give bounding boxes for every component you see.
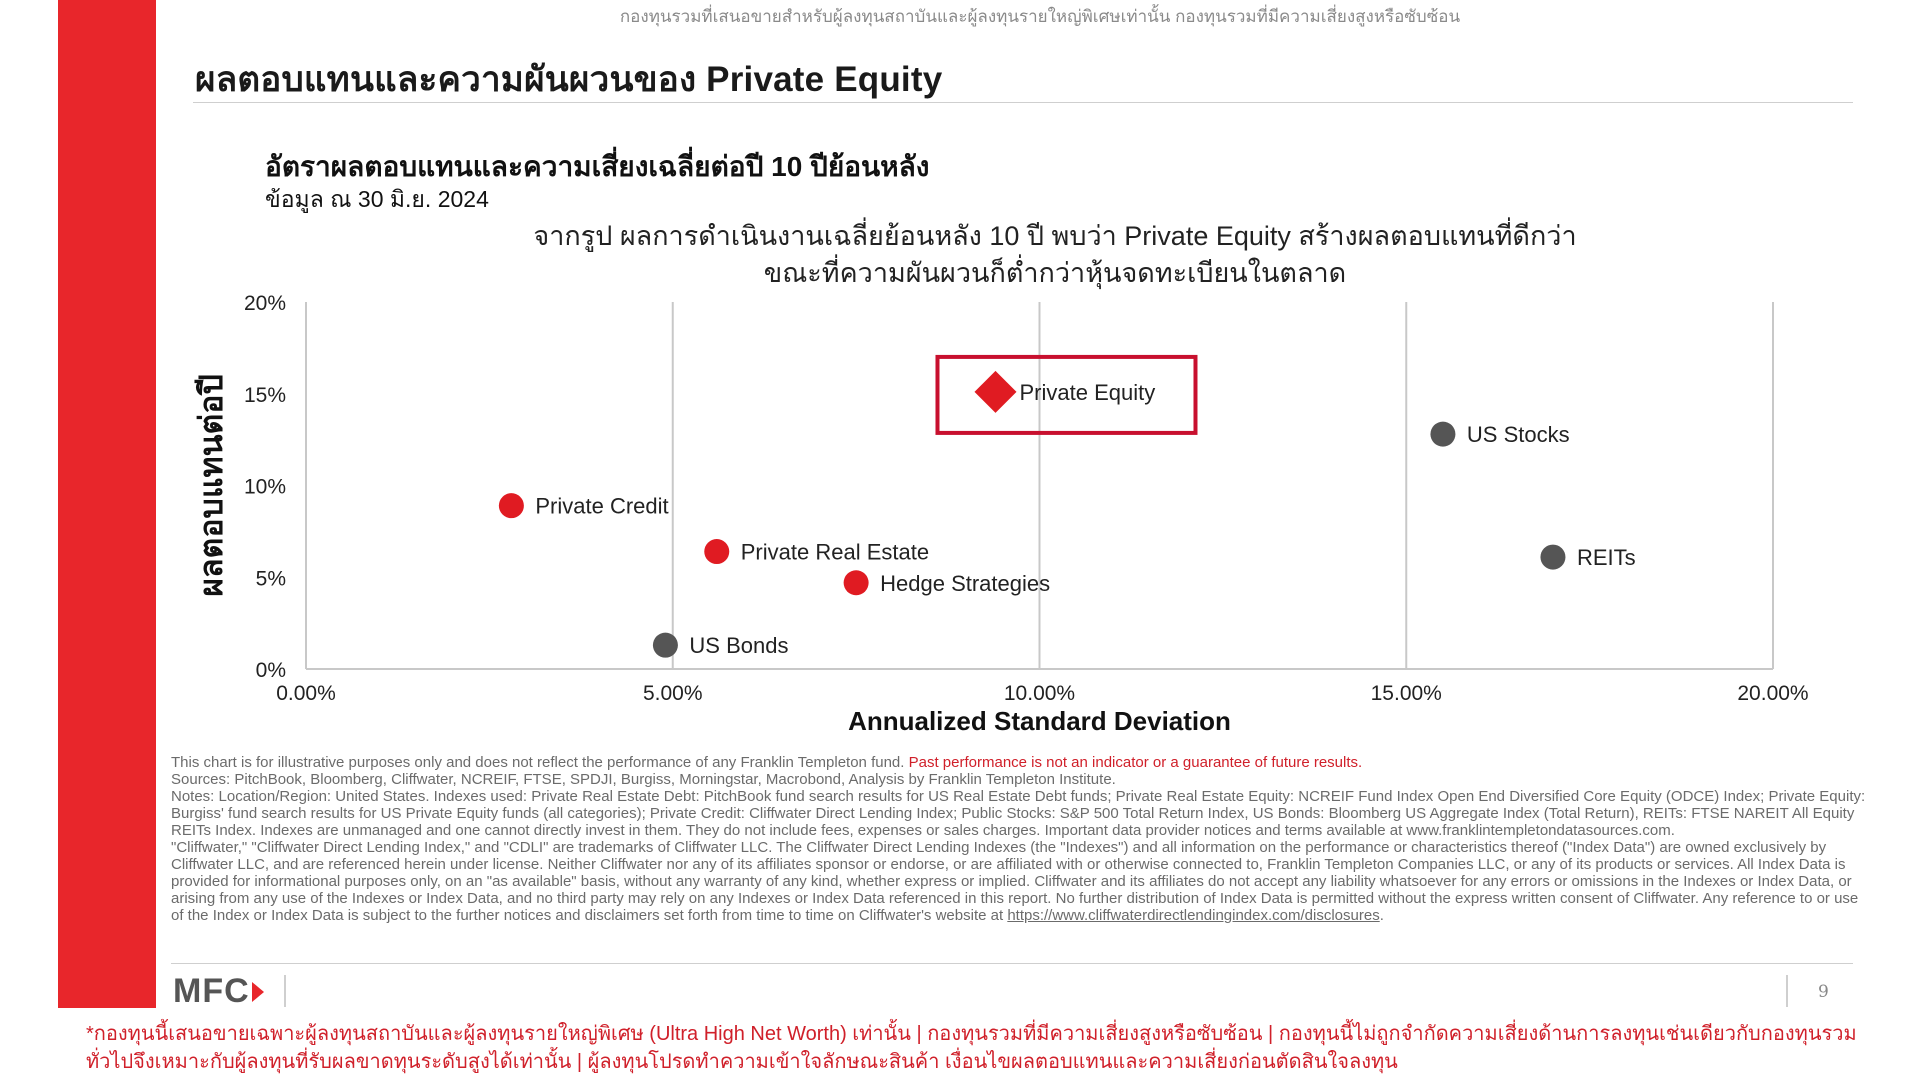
data-label: Private Credit bbox=[535, 494, 668, 519]
footnote-cliffwater: "Cliffwater," "Cliffwater Direct Lending… bbox=[171, 839, 1871, 924]
chart-caption-line2: ขณะที่ความผันผวนก็ต่ำกว่าหุ้นจดทะเบียนใน… bbox=[763, 258, 1347, 288]
x-tick-label: 10.00% bbox=[1004, 682, 1075, 705]
chart-title: อัตราผลตอบแทนและความเสี่ยงเฉลี่ยต่อปี 10… bbox=[265, 151, 930, 182]
data-label: Private Real Estate bbox=[741, 540, 929, 565]
investor-warning: *กองทุนนี้เสนอขายเฉพาะผู้ลงทุนสถาบันและผ… bbox=[86, 1023, 1857, 1073]
data-point bbox=[652, 632, 678, 658]
footnote-illustrative: This chart is for illustrative purposes … bbox=[171, 754, 905, 771]
data-label: US Stocks bbox=[1467, 422, 1570, 447]
data-point bbox=[498, 493, 524, 519]
page-number: 9 bbox=[1818, 982, 1829, 1002]
x-tick-label: 5.00% bbox=[643, 682, 703, 705]
mfc-logo: MFC bbox=[173, 972, 264, 1011]
chart-caption-line1: จากรูป ผลการดำเนินงานเฉลี่ยย้อนหลัง 10 ป… bbox=[533, 221, 1577, 251]
top-disclaimer: กองทุนรวมที่เสนอขายสำหรับผู้ลงทุนสถาบันแ… bbox=[619, 7, 1461, 26]
footnote-past-performance: Past performance is not an indicator or … bbox=[908, 754, 1363, 771]
data-label: Hedge Strategies bbox=[880, 571, 1050, 596]
logo-triangle-icon bbox=[251, 981, 264, 1002]
page-number-divider bbox=[1786, 975, 1788, 1007]
logo-divider bbox=[284, 975, 286, 1007]
slide-title: ผลตอบแทนและความผันผวนของ Private Equity bbox=[195, 60, 943, 99]
chart-subtitle: ข้อมูล ณ 30 มิ.ย. 2024 bbox=[265, 186, 489, 212]
y-tick-label: 10% bbox=[244, 476, 286, 499]
y-tick-label: 15% bbox=[244, 384, 286, 407]
footnote-sources: Sources: PitchBook, Bloomberg, Cliffwate… bbox=[171, 771, 1116, 788]
left-accent-bar bbox=[58, 0, 156, 1008]
logo-text: MFC bbox=[173, 972, 250, 1010]
x-tick-label: 20.00% bbox=[1737, 682, 1808, 705]
x-tick-label: 0.00% bbox=[276, 682, 336, 705]
data-label: US Bonds bbox=[689, 633, 788, 658]
chart-caption: จากรูป ผลการดำเนินงานเฉลี่ยย้อนหลัง 10 ป… bbox=[400, 218, 1710, 292]
highlight-box bbox=[935, 354, 1198, 435]
y-tick-label: 5% bbox=[256, 567, 286, 590]
footnote-cliffwater-text: "Cliffwater," "Cliffwater Direct Lending… bbox=[171, 839, 1859, 924]
x-tick-label: 15.00% bbox=[1371, 682, 1442, 705]
data-point-diamond bbox=[974, 370, 1017, 413]
footnote-disclaimer: This chart is for illustrative purposes … bbox=[171, 754, 1871, 771]
x-axis-label: Annualized Standard Deviation bbox=[848, 706, 1231, 736]
footer-divider bbox=[171, 963, 1853, 964]
data-point bbox=[843, 570, 869, 596]
data-point bbox=[1430, 421, 1456, 447]
footnote-notes: Notes: Location/Region: United States. I… bbox=[171, 788, 1866, 839]
cliffwater-disclosures-link[interactable]: https://www.cliffwaterdirectlendingindex… bbox=[1007, 907, 1380, 924]
data-label: Private Equity bbox=[1019, 380, 1155, 405]
y-tick-label: 20% bbox=[244, 292, 286, 315]
footnote-cliffwater-end: . bbox=[1379, 907, 1384, 924]
footnotes: This chart is for illustrative purposes … bbox=[171, 754, 1871, 924]
y-tick-label: 0% bbox=[256, 659, 286, 682]
y-axis-label: ผลตอบแทนต่อปี bbox=[193, 374, 229, 597]
data-point bbox=[1540, 544, 1566, 570]
data-point bbox=[704, 539, 730, 565]
data-label: REITs bbox=[1577, 545, 1636, 570]
title-divider bbox=[193, 102, 1853, 103]
scatter-chart: 0.00% 5.00% 10.00% 15.00% 20.00% 0% 5% 10% 15% 20… bbox=[193, 292, 1809, 736]
